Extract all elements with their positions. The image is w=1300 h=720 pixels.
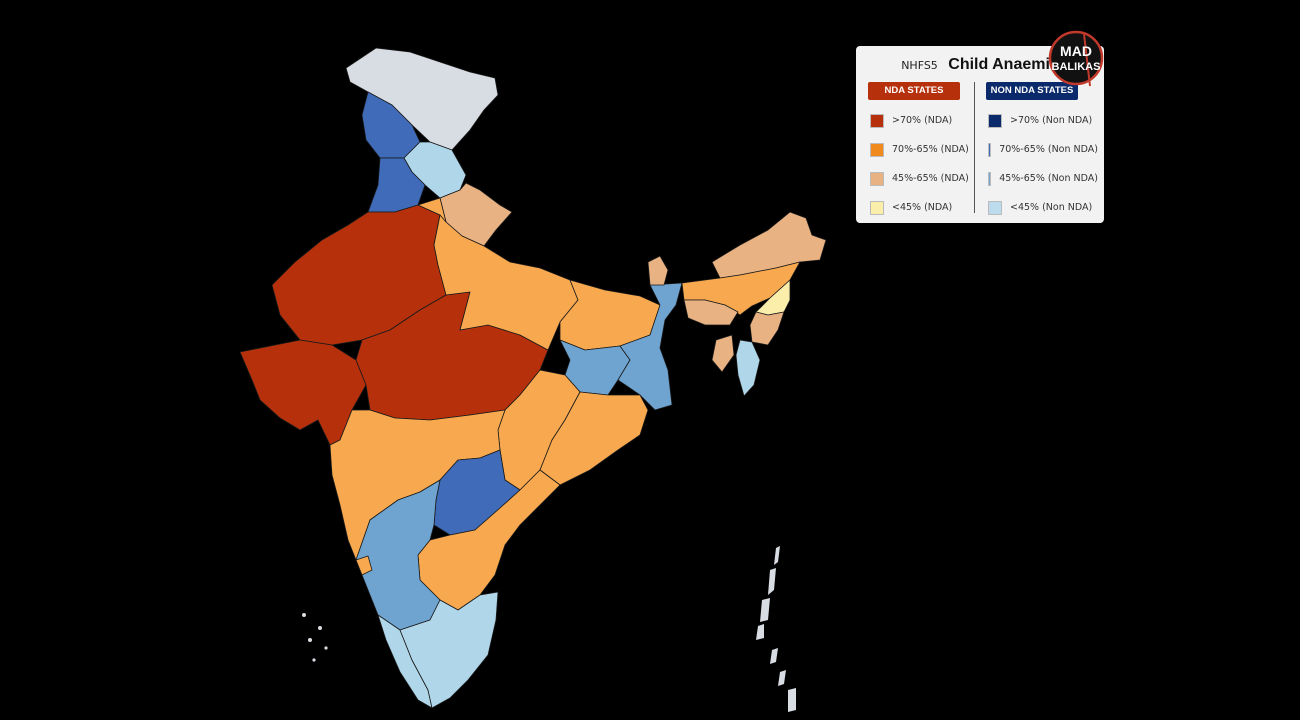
legend-item: >70% (Non NDA) bbox=[988, 106, 1098, 135]
mad-balikas-logo: MAD BALIKAS bbox=[1048, 30, 1104, 87]
legend-swatch bbox=[988, 171, 992, 186]
region-arunachal bbox=[711, 211, 827, 279]
legend-label: 70%-65% (Non NDA) bbox=[999, 144, 1098, 155]
legend-non-nda-header: NON NDA STATES bbox=[986, 82, 1078, 100]
legend-item: 45%-65% (NDA) bbox=[870, 164, 980, 193]
svg-text:BALIKAS: BALIKAS bbox=[1052, 61, 1101, 73]
legend-swatch bbox=[870, 171, 884, 186]
legend-label: <45% (NDA) bbox=[892, 202, 953, 213]
legend-label: >70% (NDA) bbox=[892, 115, 953, 126]
svg-text:MAD: MAD bbox=[1060, 43, 1092, 59]
legend-label: 45%-65% (Non NDA) bbox=[999, 173, 1098, 184]
legend-item: <45% (NDA) bbox=[870, 193, 980, 222]
legend-item: 70%-65% (NDA) bbox=[870, 135, 980, 164]
legend-item: 45%-65% (Non NDA) bbox=[988, 164, 1098, 193]
region-odisha bbox=[539, 391, 649, 486]
legend-swatch bbox=[988, 200, 1002, 215]
legend-label: >70% (Non NDA) bbox=[1010, 115, 1093, 126]
legend-swatch bbox=[870, 142, 884, 157]
region-jharkhand bbox=[559, 339, 631, 396]
legend-label: <45% (Non NDA) bbox=[1010, 202, 1093, 213]
region-mizoram bbox=[735, 339, 761, 397]
legend-swatch bbox=[870, 200, 884, 215]
legend-non-nda-column: NON NDA STATES >70% (Non NDA) 70%-65% (N… bbox=[986, 82, 1098, 222]
region-goa bbox=[355, 555, 373, 576]
region-meghalaya bbox=[683, 299, 739, 326]
legend-item: <45% (Non NDA) bbox=[988, 193, 1098, 222]
region-tripura bbox=[711, 334, 735, 373]
region-uttar-pradesh bbox=[433, 214, 579, 351]
legend-label: 45%-65% (NDA) bbox=[892, 173, 969, 184]
lakshadweep-islands bbox=[302, 613, 328, 662]
legend-item: >70% (NDA) bbox=[870, 106, 980, 135]
legend-divider bbox=[974, 82, 975, 213]
legend-swatch bbox=[988, 113, 1002, 128]
legend-nda-header: NDA STATES bbox=[868, 82, 960, 100]
region-manipur bbox=[749, 311, 785, 346]
legend-label: 70%-65% (NDA) bbox=[892, 144, 969, 155]
andaman-nicobar-islands bbox=[756, 546, 796, 712]
region-west-bengal bbox=[617, 282, 683, 411]
legend-nda-column: NDA STATES >70% (NDA) 70%-65% (NDA) 45%-… bbox=[868, 82, 980, 222]
legend-swatch bbox=[988, 142, 992, 157]
legend-item: 70%-65% (Non NDA) bbox=[988, 135, 1098, 164]
region-tamil-nadu bbox=[399, 591, 499, 709]
legend-swatch bbox=[870, 113, 884, 128]
legend-title: NHFS5 Child Anaemia bbox=[856, 56, 1104, 74]
region-sikkim bbox=[647, 255, 669, 286]
legend-subtitle: NHFS5 bbox=[901, 59, 938, 72]
legend-main-title: Child Anaemia bbox=[948, 56, 1059, 73]
